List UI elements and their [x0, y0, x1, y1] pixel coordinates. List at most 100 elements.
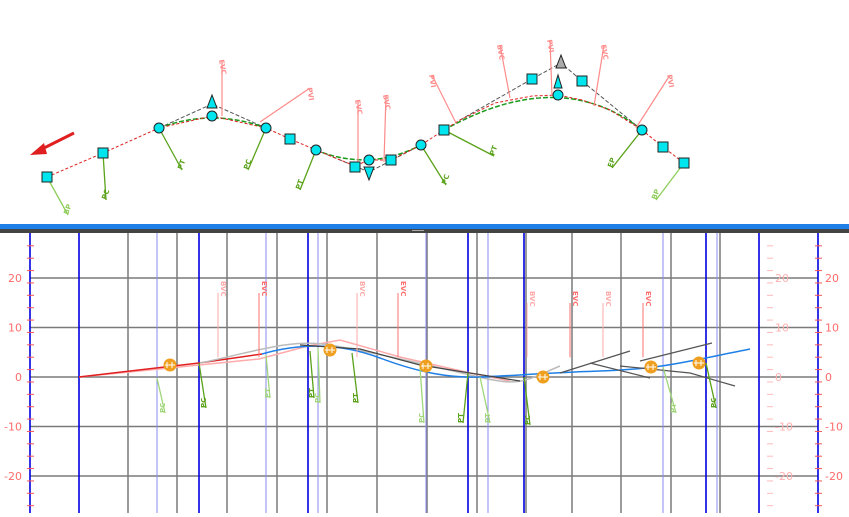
triangle-grip[interactable] — [363, 166, 375, 182]
geometry-label: PC — [242, 158, 253, 170]
y-axis-label-right: -10 — [825, 421, 843, 434]
station-label: BVC — [495, 44, 506, 61]
curve-segment — [158, 96, 643, 161]
square-grip[interactable] — [385, 154, 397, 166]
profile-view-canvas[interactable]: 20 20 20 10 10 10 0 0 0 -10 -10 -10 -20 -20 -20 BVC EVC B… — [0, 233, 849, 513]
geometry-label-leader — [102, 152, 107, 201]
station-label: EVC — [599, 44, 610, 60]
geometry-label-leader — [611, 129, 643, 169]
label-leader — [351, 352, 359, 404]
profile-lower-label: PT — [308, 388, 316, 398]
label-leader — [523, 376, 531, 426]
station-label-leader — [431, 74, 457, 124]
geometry-label: PC — [100, 188, 111, 200]
tangent-line — [158, 103, 267, 129]
pi-grip[interactable] — [555, 53, 567, 69]
pvi-cross — [694, 360, 704, 366]
circle-grip[interactable] — [153, 122, 165, 134]
triangle-grip[interactable] — [206, 93, 218, 109]
circle-grip[interactable] — [636, 124, 648, 136]
y-axis-label-left: 10 — [8, 322, 22, 335]
profile-upper-label: BVC — [604, 291, 612, 307]
pvi-grip-icon[interactable] — [692, 356, 706, 370]
plan-view-canvas[interactable]: BP PC PT PC PT PC PT EP BP EVC PVI EVC BVC PVI BVC PVI E… — [0, 0, 849, 224]
y-axis-label-left: -20 — [4, 470, 22, 483]
square-grip[interactable] — [576, 75, 588, 87]
profile-upper-label: EVC — [260, 281, 268, 296]
y-axis-label-faded: 20 — [775, 272, 789, 285]
station-label-leader — [499, 44, 511, 99]
geometry-label-leader — [46, 176, 69, 216]
pvi-grip-icon[interactable] — [323, 343, 337, 357]
profile-upper-label: EVC — [399, 281, 407, 296]
alignment-centerline[interactable] — [46, 94, 685, 178]
circle-grip[interactable] — [206, 110, 218, 122]
circle-grip[interactable] — [363, 154, 375, 166]
station-label-leader — [593, 44, 605, 107]
circle-grip[interactable] — [260, 122, 272, 134]
square-grip[interactable] — [284, 133, 296, 145]
geometry-label: BP — [62, 203, 73, 216]
profile-view[interactable]: 20 20 20 10 10 10 0 0 0 -10 -10 -10 -20 -20 -20 BVC EVC B… — [0, 233, 849, 513]
geometry-label-leader — [655, 162, 685, 201]
geometry-label: EP — [606, 157, 617, 169]
pvi-grip-icon[interactable] — [644, 360, 658, 374]
label-leader — [265, 354, 271, 399]
triangle-grip[interactable] — [553, 73, 563, 89]
square-grip[interactable] — [97, 147, 109, 159]
profile-lower-label: PT — [484, 413, 492, 423]
y-axis-label-faded: 0 — [775, 371, 782, 384]
y-axis-label-right: 0 — [825, 371, 832, 384]
geometry-label: PT — [176, 158, 187, 170]
geometry-label: BP — [650, 188, 661, 201]
pvi-grip-icon[interactable] — [536, 370, 550, 384]
circle-grip[interactable] — [552, 89, 564, 101]
station-label-leader — [383, 94, 387, 163]
pvi-grip-icon[interactable] — [419, 359, 433, 373]
station-label: PVI — [665, 74, 675, 88]
y-axis-label-left: 20 — [8, 272, 22, 285]
y-axis-label-right: -20 — [825, 470, 843, 483]
label-leader — [462, 372, 469, 424]
y-axis-label-right: 10 — [825, 322, 839, 335]
viewport-splitter[interactable] — [0, 224, 849, 229]
square-grip[interactable] — [349, 161, 361, 173]
plan-view[interactable]: BP PC PT PC PT PC PT EP BP EVC PVI EVC BVC PVI BVC PVI E… — [0, 0, 849, 224]
station-label: EVC — [353, 99, 364, 115]
profile-lower-label: PC — [418, 413, 426, 423]
profile-lower-label: PT — [352, 393, 360, 403]
profile-lower-label: PC — [159, 403, 167, 413]
label-leader — [705, 362, 717, 409]
square-grip[interactable] — [438, 124, 450, 136]
pvi-cross — [538, 374, 548, 380]
circle-grip[interactable] — [310, 144, 322, 156]
profile-lower-label: PT — [670, 403, 678, 413]
geometry-label: PT — [294, 178, 305, 190]
pvi-cross — [421, 363, 431, 369]
station-label-leader — [549, 39, 553, 97]
splitter-border — [0, 229, 849, 233]
pvi-cross — [646, 364, 656, 370]
label-leader — [419, 367, 425, 424]
y-axis-label-faded: 10 — [775, 322, 789, 335]
pvi-grip-icon[interactable] — [163, 358, 177, 372]
square-grip[interactable] — [657, 141, 669, 153]
geometry-label: PT — [488, 144, 499, 156]
y-axis-label-right: 20 — [825, 272, 839, 285]
square-grip[interactable] — [526, 73, 538, 85]
geometry-label-leader — [420, 144, 447, 186]
geometry-label: PC — [440, 173, 451, 185]
square-grip[interactable] — [678, 157, 690, 169]
square-grip[interactable] — [41, 171, 53, 183]
profile-line-faded — [78, 339, 511, 382]
profile-upper-label: BVC — [219, 281, 227, 297]
circle-grip[interactable] — [415, 139, 427, 151]
profile-lower-label: PT — [457, 413, 465, 423]
profile-lower-label: PC — [200, 398, 208, 408]
station-label: PVI — [427, 74, 437, 88]
station-label: PVI — [545, 39, 555, 53]
profile-lower-label: PC — [314, 393, 322, 403]
label-leader — [317, 347, 321, 404]
station-label-leader — [259, 87, 311, 123]
tangent-line — [559, 342, 736, 387]
